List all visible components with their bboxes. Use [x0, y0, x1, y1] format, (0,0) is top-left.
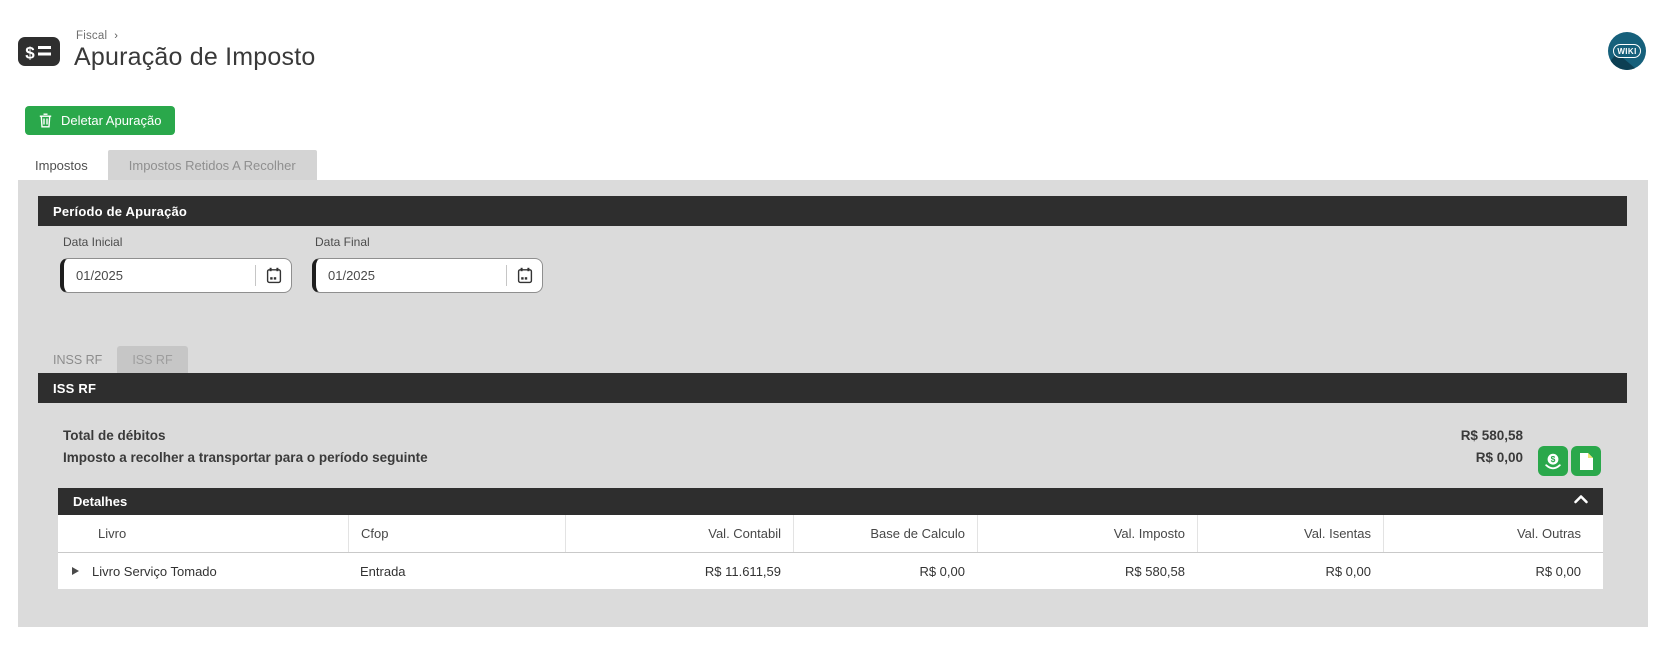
tax-module-icon: $ [18, 37, 60, 66]
col-header-cfop: Cfop [348, 515, 565, 552]
main-tabbar: Impostos Impostos Retidos A Recolher [18, 150, 317, 180]
data-final-label: Data Final [315, 235, 370, 249]
collapse-chevron-up-icon[interactable] [1573, 494, 1589, 505]
tab-inss-rf[interactable]: INSS RF [53, 352, 103, 367]
page-title: Apuração de Imposto [74, 43, 316, 71]
cell-base-de-calculo: R$ 0,00 [919, 563, 965, 579]
calendar-icon[interactable] [256, 259, 291, 292]
file-icon [1578, 452, 1594, 471]
details-header-bar: Detalhes [58, 488, 1603, 515]
expand-row-icon[interactable] [72, 567, 79, 575]
money-deposit-button[interactable]: $ [1538, 446, 1568, 476]
imposto-a-recolher-value: R$ 0,00 [1475, 450, 1523, 465]
details-section: Detalhes Livro Cfop Val. Contabil Base d… [58, 488, 1603, 589]
details-title: Detalhes [73, 494, 128, 509]
tax-tabbar: INSS RF ISS RF [38, 346, 188, 373]
iss-rf-section-header: ISS RF [38, 373, 1627, 403]
money-deposit-icon: $ [1543, 452, 1563, 471]
input-divider [255, 265, 256, 286]
data-final-value[interactable]: 01/2025 [328, 268, 375, 283]
livro-value: Livro Serviço Tomado [92, 563, 217, 579]
cell-val-isentas: R$ 0,00 [1325, 563, 1371, 579]
wiki-badge-label: WIKI [1613, 44, 1641, 58]
col-header-val-contabil: Val. Contabil [565, 515, 793, 552]
delete-apuracao-label: Deletar Apuração [61, 113, 162, 128]
input-divider [506, 265, 507, 286]
tab-impostos-retidos[interactable]: Impostos Retidos A Recolher [107, 150, 317, 180]
data-inicial-input[interactable]: 01/2025 [60, 258, 292, 293]
period-section-header: Período de Apuração [38, 196, 1627, 226]
breadcrumb-fiscal[interactable]: Fiscal [76, 30, 108, 42]
cell-val-outras: R$ 0,00 [1535, 563, 1581, 579]
breadcrumb-chevron-icon: › [114, 30, 119, 42]
cell-cfop: Entrada [360, 563, 406, 579]
tab-iss-rf[interactable]: ISS RF [117, 346, 188, 373]
col-header-val-imposto: Val. Imposto [977, 515, 1197, 552]
svg-text:$: $ [1551, 454, 1556, 464]
breadcrumb[interactable]: Fiscal › [76, 30, 118, 42]
wiki-help-badge[interactable]: WIKI [1608, 32, 1646, 70]
delete-apuracao-button[interactable]: Deletar Apuração [25, 106, 176, 135]
col-header-val-isentas: Val. Isentas [1197, 515, 1383, 552]
impostos-panel: Período de Apuração Data Inicial 01/2025… [18, 180, 1648, 627]
tab-impostos[interactable]: Impostos [35, 157, 88, 173]
export-file-button[interactable] [1571, 446, 1601, 476]
total-debitos-label: Total de débitos [63, 428, 166, 443]
col-header-livro: Livro [98, 526, 127, 541]
data-final-input[interactable]: 01/2025 [312, 258, 543, 293]
imposto-a-recolher-label: Imposto a recolher a transportar para o … [63, 450, 428, 465]
cell-val-contabil: R$ 11.611,59 [704, 563, 781, 579]
trash-icon [39, 113, 52, 128]
data-inicial-label: Data Inicial [63, 235, 123, 249]
cell-val-imposto: R$ 580,58 [1125, 563, 1185, 579]
col-header-base-de-calculo: Base de Calculo [793, 515, 977, 552]
data-inicial-value[interactable]: 01/2025 [76, 268, 123, 283]
cell-livro: Livro Serviço Tomado [58, 553, 348, 589]
svg-text:$: $ [25, 44, 35, 63]
details-table-header: Livro Cfop Val. Contabil Base de Calculo… [58, 515, 1603, 553]
table-row[interactable]: Livro Serviço Tomado Entrada R$ 11.611,5… [58, 553, 1603, 589]
total-debitos-value: R$ 580,58 [1460, 428, 1523, 443]
calendar-icon[interactable] [507, 259, 542, 292]
col-header-val-outras: Val. Outras [1383, 515, 1603, 552]
